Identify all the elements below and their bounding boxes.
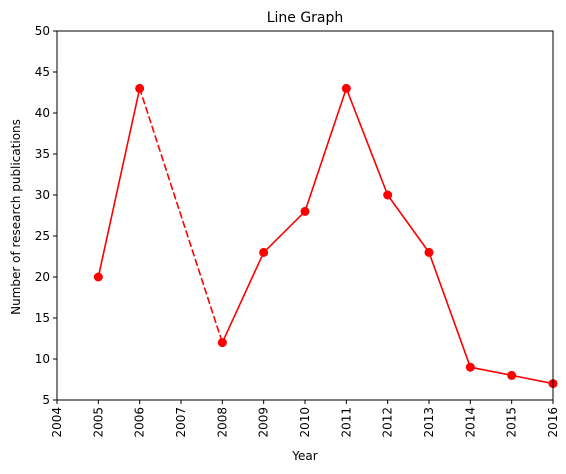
x-tick-label: 2016	[546, 407, 560, 438]
y-tick-label: 30	[35, 188, 50, 202]
x-tick-label: 2004	[50, 407, 64, 438]
data-point	[93, 272, 103, 282]
x-tick-label: 2008	[215, 407, 229, 438]
x-tick-label: 2005	[91, 407, 105, 438]
y-axis: 5 10 15 20 25 30 35 40 45 50	[35, 24, 57, 407]
x-tick-label: 2014	[463, 407, 477, 438]
series-segment-dashed	[138, 87, 224, 344]
data-point	[424, 247, 434, 257]
y-tick-label: 50	[35, 24, 50, 38]
chart-title: Line Graph	[267, 10, 344, 26]
y-tick-label: 25	[35, 229, 50, 243]
x-tick-label: 2011	[339, 407, 353, 438]
y-tick-label: 15	[35, 311, 50, 325]
data-markers	[93, 83, 558, 389]
data-point	[259, 247, 269, 257]
y-tick-label: 45	[35, 65, 50, 79]
data-point	[383, 190, 393, 200]
series-segment	[345, 87, 389, 196]
x-tick-label: 2010	[298, 407, 312, 438]
x-tick-label: 2013	[422, 407, 436, 438]
series-segment	[469, 366, 513, 377]
series-segment	[386, 194, 430, 254]
x-tick-label: 2015	[505, 407, 519, 438]
x-axis: 2004 2005 2006 2007 2008 2009 2010 2011 2012 2013…	[50, 400, 560, 438]
series-segment	[428, 251, 472, 369]
data-point	[300, 206, 310, 216]
y-axis-title: Number of research publications	[9, 119, 23, 315]
data-point	[507, 370, 517, 380]
y-tick-label: 35	[35, 147, 50, 161]
x-tick-label: 2007	[174, 407, 188, 438]
y-tick-label: 20	[35, 270, 50, 284]
x-tick-label: 2012	[381, 407, 395, 438]
y-tick-label: 10	[35, 352, 50, 366]
series-segment	[262, 210, 306, 254]
series-segment	[221, 251, 265, 344]
x-tick-label: 2009	[257, 407, 271, 438]
data-point	[135, 83, 145, 93]
data-point	[341, 83, 351, 93]
series-segment	[510, 374, 554, 385]
x-axis-title: Year	[291, 449, 317, 463]
data-point	[465, 362, 475, 372]
data-series	[97, 87, 554, 385]
plot-frame	[56, 30, 554, 401]
y-tick-label: 40	[35, 106, 50, 120]
series-segment	[304, 87, 348, 213]
x-tick-label: 2006	[133, 407, 147, 438]
series-segment	[97, 87, 141, 278]
y-tick-label: 5	[42, 393, 50, 407]
data-point	[217, 338, 227, 348]
